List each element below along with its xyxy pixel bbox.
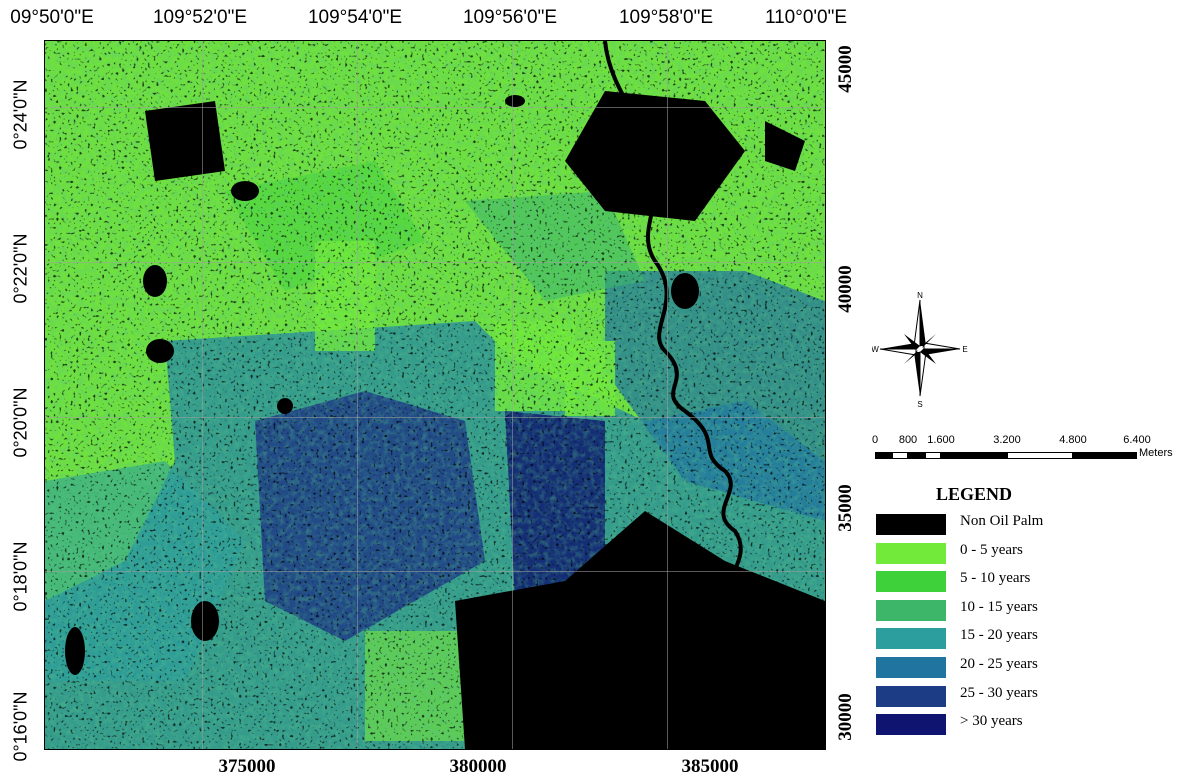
legend-swatch — [876, 514, 946, 535]
latitude-tick: 0°24'0"N — [10, 79, 31, 150]
scale-label: 800 — [898, 434, 918, 446]
northing-tick: 35000 — [834, 484, 856, 532]
legend-item: 15 - 20 years — [876, 626, 1126, 655]
legend-label: 25 - 30 years — [960, 684, 1038, 701]
scale-segment — [908, 452, 925, 459]
easting-tick: 385000 — [681, 756, 739, 777]
graticule-line — [45, 262, 825, 263]
legend-item: Non Oil Palm — [876, 512, 1126, 541]
legend-item: 10 - 15 years — [876, 598, 1126, 627]
longitude-tick: 110°0'0"E — [764, 7, 848, 28]
legend-swatch — [876, 599, 946, 621]
legend-item: 25 - 30 years — [876, 684, 1126, 713]
northing-tick: 40000 — [834, 265, 856, 313]
scale-label: 1.600 — [927, 434, 955, 446]
northing-tick: 30000 — [834, 693, 856, 741]
easting-tick: 375000 — [218, 756, 276, 777]
compass-n: N — [917, 291, 923, 300]
legend: LEGEND Non Oil Palm 0 - 5 years 5 - 10 yea… — [876, 482, 1126, 741]
scale-label: 4.800 — [1059, 434, 1087, 446]
graticule-line — [45, 107, 825, 108]
legend-label: 15 - 20 years — [960, 627, 1038, 644]
legend-title: LEGEND — [936, 484, 1013, 504]
compass-e: E — [962, 345, 967, 354]
scale-segment — [941, 452, 1007, 459]
northing-tick: 45000 — [834, 45, 856, 93]
compass-s: S — [917, 400, 922, 408]
scale-unit: Meters — [1139, 447, 1173, 459]
scale-segment — [925, 452, 941, 459]
longitude-tick: 109°52'0"E — [152, 7, 248, 28]
legend-label: Non Oil Palm — [960, 513, 1044, 529]
legend-item: 0 - 5 years — [876, 541, 1126, 570]
graticule-line — [202, 41, 203, 749]
scale-label: 6.400 — [1123, 434, 1151, 446]
graticule-line — [667, 41, 668, 749]
legend-swatch — [876, 628, 946, 650]
oil-palm-age-raster-map — [44, 40, 826, 750]
graticule-line — [45, 571, 825, 572]
scale-segment — [892, 452, 908, 459]
latitude-tick: 0°20'0"N — [10, 387, 31, 458]
north-arrow-compass: N S E W — [871, 290, 968, 409]
scale-segment — [875, 452, 892, 459]
graticule-line — [45, 417, 825, 418]
legend-item: > 30 years — [876, 712, 1126, 741]
compass-rose-icon: N S E W — [871, 291, 967, 409]
scale-bar: 0 800 1.600 3.200 4.800 6.400 Meters — [871, 434, 1173, 474]
legend-label: > 30 years — [960, 713, 1023, 730]
legend-label: 20 - 25 years — [960, 655, 1038, 672]
legend-label: 5 - 10 years — [960, 570, 1031, 587]
legend-swatch — [876, 571, 946, 593]
legend-swatch — [876, 685, 946, 707]
latitude-tick: 0°18'0"N — [10, 541, 31, 612]
latitude-tick: 0°16'0"N — [10, 691, 31, 762]
scale-label: 3.200 — [993, 434, 1021, 446]
scale-label: 0 — [871, 434, 879, 446]
latitude-tick: 0°22'0"N — [10, 233, 31, 304]
easting-tick: 380000 — [449, 756, 507, 777]
graticule-line — [357, 41, 358, 749]
legend-label: 10 - 15 years — [960, 598, 1038, 615]
legend-items: Non Oil Palm 0 - 5 years 5 - 10 years 10 - … — [876, 512, 1126, 741]
legend-swatch — [876, 656, 946, 678]
legend-swatch — [876, 714, 946, 736]
legend-swatch — [876, 542, 946, 564]
longitude-tick: 109°56'0"E — [462, 7, 558, 28]
legend-label: 0 - 5 years — [960, 541, 1023, 558]
longitude-tick: 109°58'0"E — [618, 7, 714, 28]
longitude-tick: 109°54'0"E — [307, 7, 403, 28]
scale-segment — [1007, 452, 1073, 459]
compass-w: W — [872, 345, 879, 354]
graticule-line — [512, 41, 513, 749]
longitude-tick: 09°50'0"E — [10, 7, 94, 28]
legend-item: 5 - 10 years — [876, 569, 1126, 598]
raster-map-canvas — [45, 41, 825, 749]
scale-segment — [1073, 452, 1137, 459]
legend-item: 20 - 25 years — [876, 655, 1126, 684]
